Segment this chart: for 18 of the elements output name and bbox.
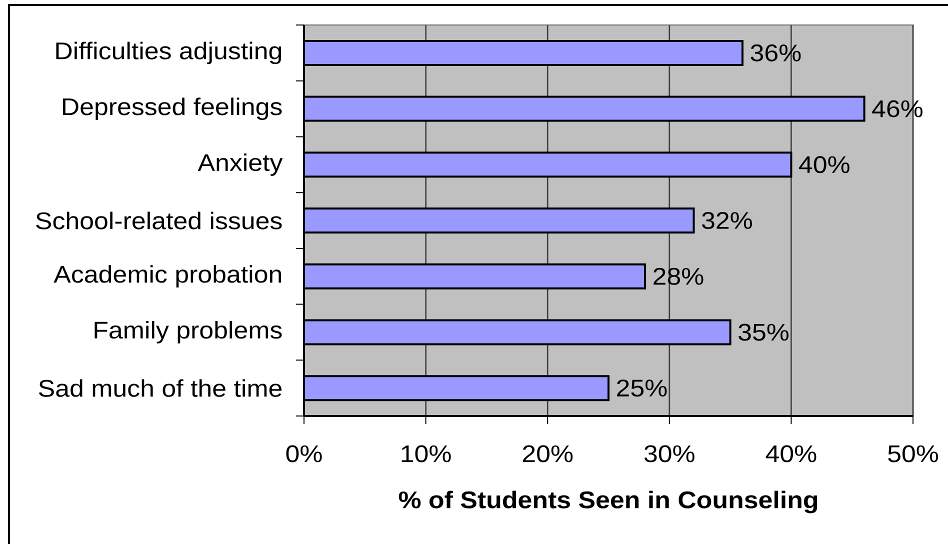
y-tick-label: Anxiety — [198, 153, 283, 176]
y-tick-label: Academic probation — [54, 265, 281, 288]
data-label: 35% — [738, 324, 789, 341]
x-tick-label: 50% — [888, 445, 938, 462]
y-tick-label: Difficulties adjusting — [56, 42, 282, 64]
data-label: 32% — [702, 212, 752, 230]
y-tick-label: Family problems — [94, 321, 282, 344]
y-tick-label: Sad much of the time — [38, 379, 282, 397]
x-axis-title: % of Students Seen in Counseling — [398, 490, 818, 514]
y-tick-label: School-related issues — [36, 212, 282, 230]
x-tick-label: 20% — [522, 445, 573, 462]
x-tick-label: 40% — [766, 445, 816, 462]
x-tick-label: 30% — [644, 445, 694, 462]
x-tick-label: 10% — [402, 445, 451, 462]
data-label: 25% — [617, 380, 667, 397]
x-tick-label: 0% — [286, 445, 322, 462]
y-tick-label: Depressed feelings — [62, 98, 282, 120]
data-label: 40% — [799, 156, 850, 174]
